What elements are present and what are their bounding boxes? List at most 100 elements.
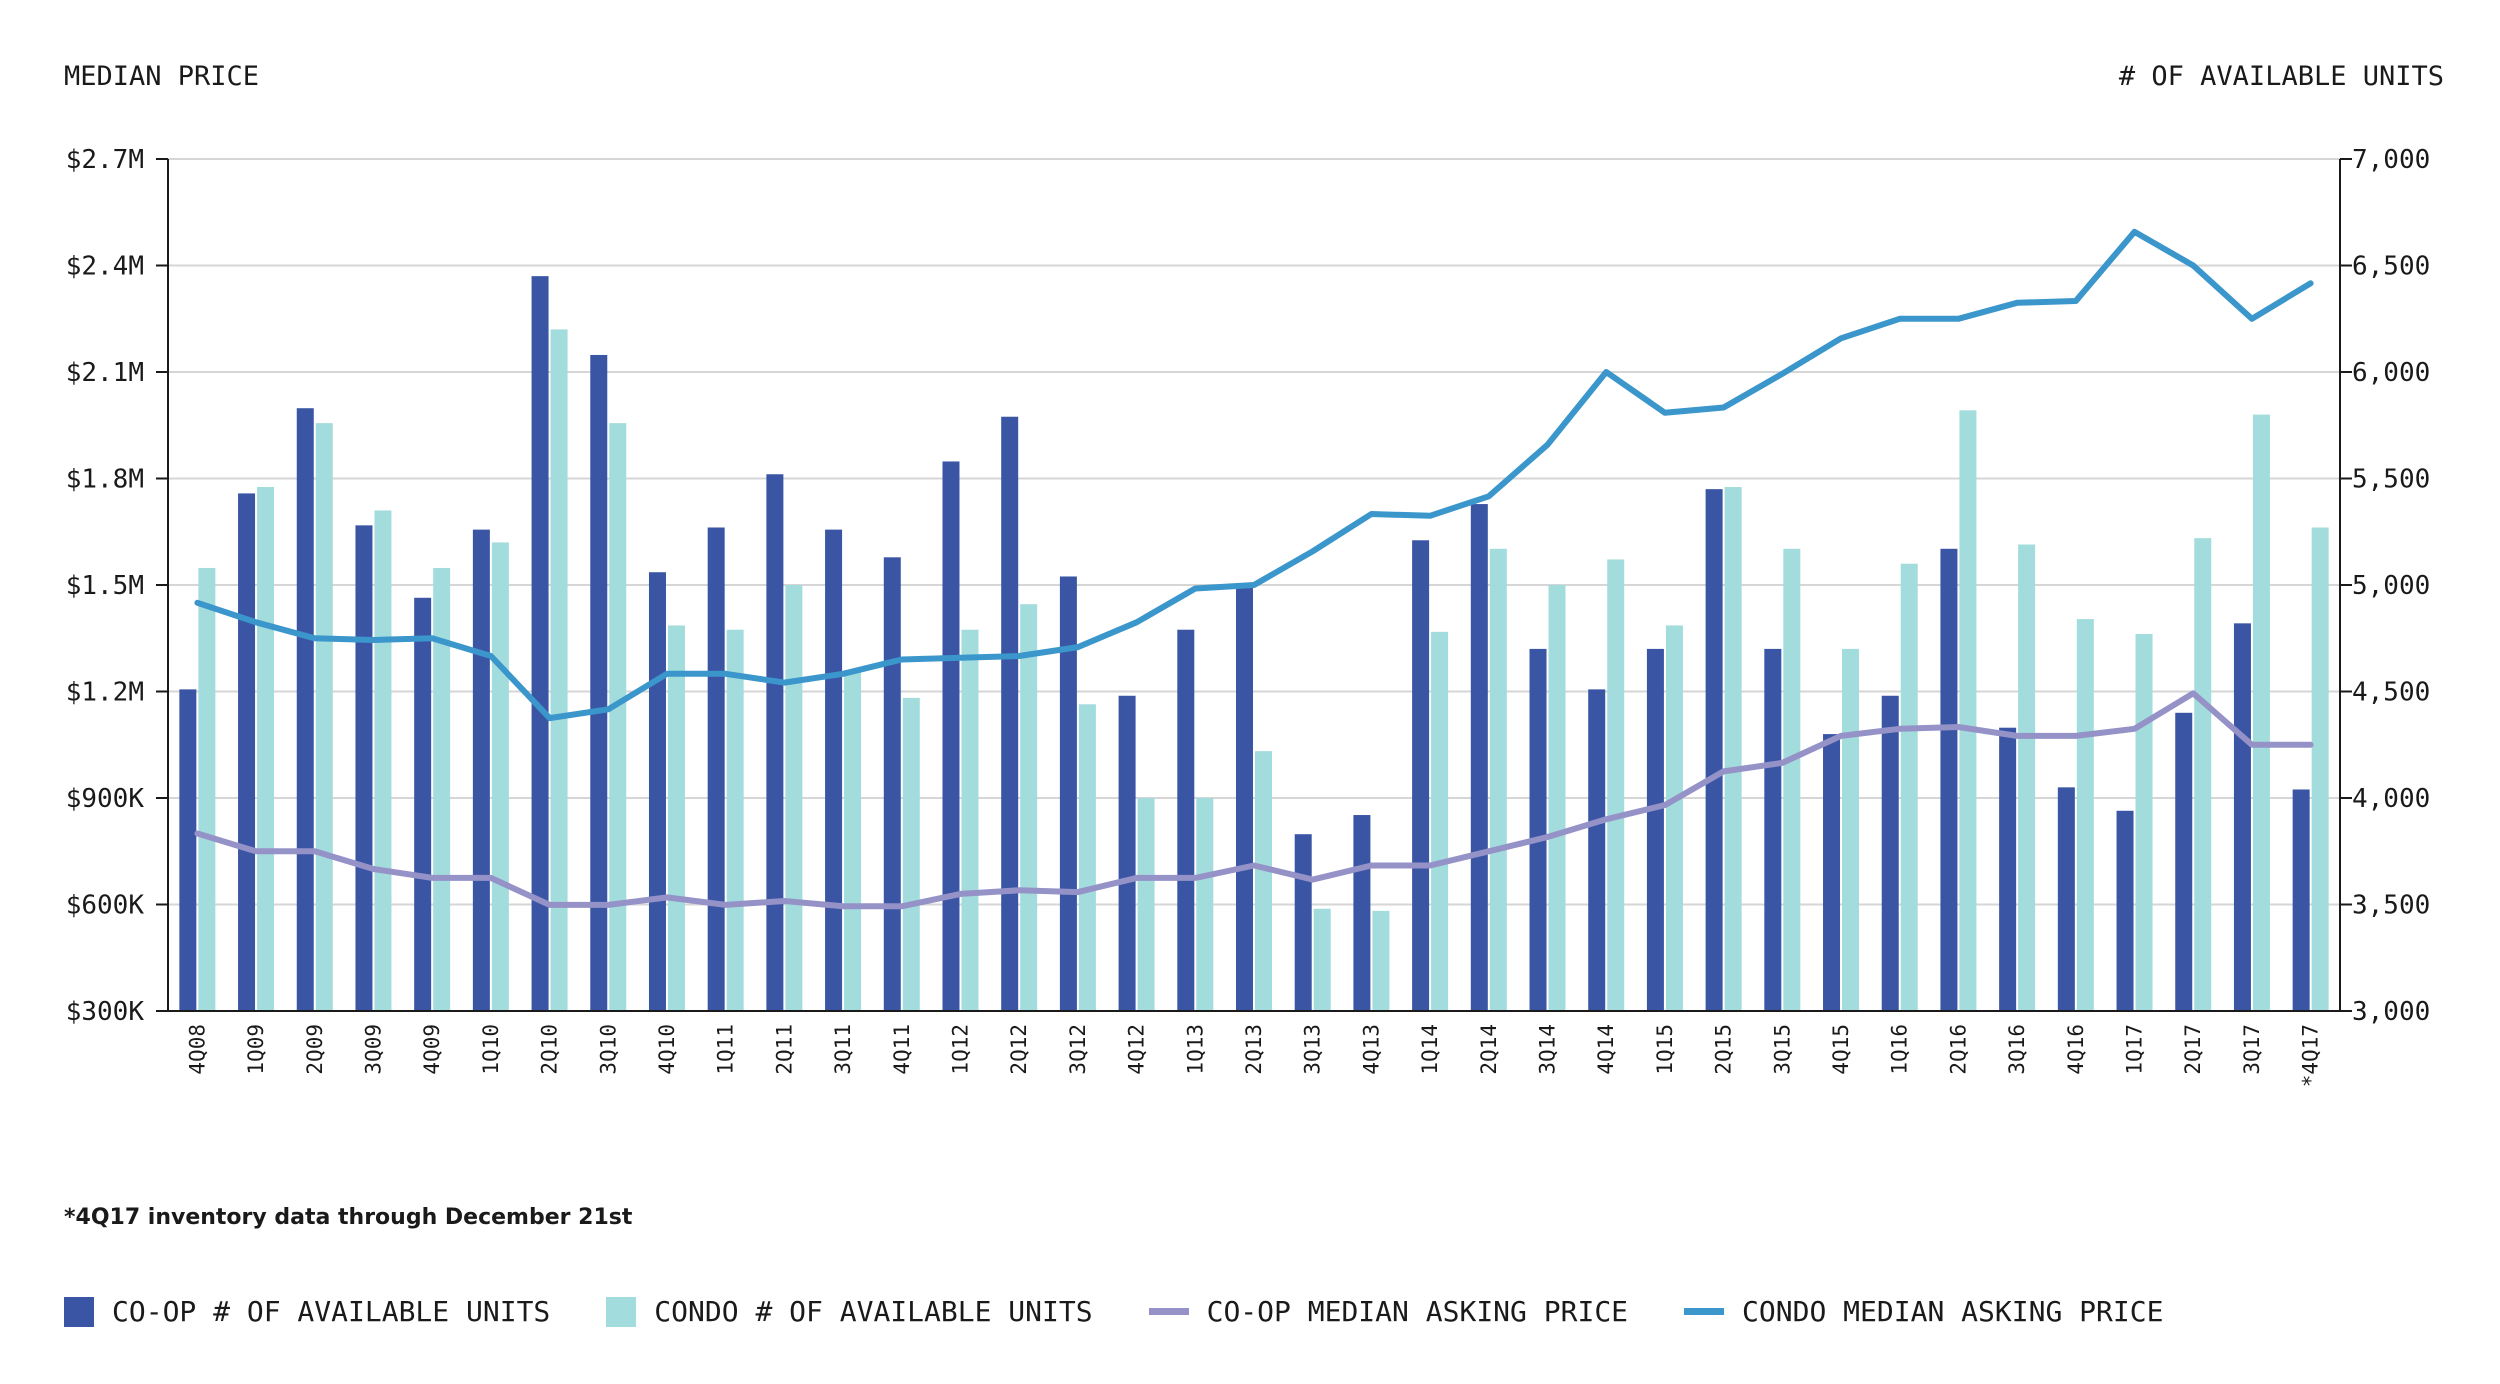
footnote: *4Q17 inventory data through December 21…: [64, 1205, 633, 1230]
coop-price-line: [194, 690, 2314, 910]
condo-units-bar: [2311, 527, 2329, 1011]
x-tick-label: 3Q16: [2005, 1024, 2029, 1075]
condo-units-bar: [491, 542, 509, 1011]
coop-units-bar: [648, 572, 666, 1011]
x-tick-label: 4Q11: [890, 1024, 914, 1075]
left-y-axis: $300K $600K $900K $1.2M $1.5M $1.8M $2.1M $2.4M…: [66, 145, 168, 1027]
right-tick-label: 6,500: [2352, 252, 2430, 282]
coop-units-bar: [179, 689, 197, 1011]
x-tick-label: 3Q09: [361, 1024, 385, 1075]
legend-item-coop-price: CO-OP MEDIAN ASKING PRICE: [1148, 1295, 1628, 1328]
condo-units-bar: [1959, 410, 1977, 1012]
coop-units-bar: [1353, 815, 1371, 1011]
coop-units-bar: [942, 461, 960, 1012]
x-tick-label: 1Q13: [1183, 1024, 1207, 1075]
right-tick-label: 4,500: [2352, 678, 2430, 708]
condo-units-bar: [2018, 544, 2036, 1011]
coop-units-bar: [590, 354, 608, 1012]
x-tick-label: 3Q14: [1536, 1024, 1560, 1075]
coop-units-bar: [766, 474, 784, 1011]
condo-units-bar: [844, 670, 862, 1011]
legend-item-condo-price: CONDO MEDIAN ASKING PRICE: [1684, 1295, 2163, 1328]
condo-units-bar: [2076, 619, 2094, 1011]
x-tick-label: 1Q11: [714, 1024, 738, 1075]
x-axis: 4Q08 1Q09 2Q09 3Q09 4Q09 1Q10 2Q10 3Q10 4Q10 1Q11…: [185, 1024, 2322, 1087]
coop-units-bar: [472, 529, 490, 1011]
legend: CO-OP # OF AVAILABLE UNITS CONDO # OF AV…: [64, 1295, 2219, 1328]
right-tick-label: 3,500: [2352, 891, 2430, 921]
left-tick-label: $1.5M: [66, 571, 144, 601]
coop-units-bar: [1881, 695, 1899, 1011]
coop-units-bar: [1470, 504, 1488, 1011]
condo-units-bar: [785, 585, 803, 1011]
x-tick-label: 2Q11: [772, 1024, 796, 1075]
x-tick-label: 3Q17: [2240, 1024, 2264, 1075]
left-tick-label: $2.4M: [66, 252, 144, 282]
x-tick-label: 3Q15: [1770, 1024, 1794, 1075]
coop-units-bar: [2116, 810, 2134, 1011]
right-axis-title: # OF AVAILABLE UNITS: [2119, 61, 2444, 92]
right-tick-label: 3,000: [2352, 997, 2430, 1027]
x-tick-label: 2Q10: [538, 1024, 562, 1075]
x-tick-label: 3Q13: [1301, 1024, 1325, 1075]
legend-label: CONDO # OF AVAILABLE UNITS: [654, 1295, 1093, 1328]
left-tick-label: $1.8M: [66, 465, 144, 495]
x-tick-label: 4Q14: [1594, 1024, 1618, 1075]
condo-units-bar: [1900, 563, 1918, 1011]
coop-units-bar: [707, 527, 725, 1011]
right-y-axis: 3,000 3,500 4,000 4,500 5,000 5,500 6,000 6,500…: [2340, 145, 2430, 1027]
x-tick-label: 4Q15: [1829, 1024, 1853, 1075]
condo-units-bar: [2135, 633, 2153, 1011]
x-tick-label: 3Q10: [596, 1024, 620, 1075]
grid-lines: [168, 158, 2340, 906]
x-tick-label: 2Q09: [303, 1024, 327, 1075]
coop-units-bar: [1999, 727, 2017, 1011]
x-tick-label: 1Q09: [244, 1024, 268, 1075]
coop-units-bar: [355, 525, 373, 1011]
condo-units-bar: [550, 329, 568, 1011]
x-tick-label: 4Q13: [1359, 1024, 1383, 1075]
right-tick-label: 6,000: [2352, 358, 2430, 388]
lines: [194, 228, 2314, 910]
condo-units-bar: [1313, 908, 1331, 1011]
condo-units-bar: [609, 423, 627, 1011]
x-tick-label: 3Q11: [831, 1024, 855, 1075]
left-tick-label: $900K: [66, 784, 145, 814]
coop-units-bar: [1646, 648, 1664, 1011]
legend-item-condo-units: CONDO # OF AVAILABLE UNITS: [606, 1295, 1093, 1328]
coop-units-bar: [1236, 587, 1253, 1011]
condo-units-bar: [1607, 559, 1625, 1011]
condo-units-bar: [1724, 487, 1742, 1011]
x-tick-label: 3Q12: [1066, 1024, 1090, 1075]
condo-units-bar: [1078, 704, 1096, 1011]
coop-units-bar: [296, 408, 314, 1012]
condo-units-bar: [1020, 604, 1038, 1011]
coop-units-swatch: [64, 1296, 94, 1327]
coop-units-bar: [1823, 734, 1841, 1011]
condo-units-bar: [1548, 585, 1566, 1011]
condo-units-bar: [1783, 548, 1801, 1011]
legend-label: CONDO MEDIAN ASKING PRICE: [1742, 1295, 2164, 1328]
coop-units-bar: [1940, 548, 1958, 1011]
coop-units-bar: [2233, 623, 2251, 1011]
left-tick-label: $1.2M: [66, 678, 144, 708]
coop-units-bar: [1118, 695, 1136, 1011]
coop-units-bar: [238, 493, 256, 1011]
condo-units-bar: [1431, 631, 1449, 1011]
legend-item-coop-units: CO-OP # OF AVAILABLE UNITS: [64, 1295, 550, 1328]
x-tick-label: 2Q12: [1007, 1024, 1031, 1075]
coop-units-bar: [414, 597, 432, 1011]
coop-units-bar: [1588, 689, 1606, 1011]
right-tick-label: 4,000: [2352, 784, 2430, 814]
left-tick-label: $2.7M: [66, 145, 144, 175]
condo-units-bar: [667, 625, 685, 1011]
left-tick-label: $300K: [66, 997, 145, 1027]
bars: [179, 276, 2329, 1012]
x-tick-label: 2Q17: [2181, 1024, 2205, 1075]
coop-price-swatch: [1148, 1308, 1189, 1315]
x-tick-label: 1Q14: [1418, 1024, 1442, 1075]
coop-units-bar: [2292, 789, 2310, 1011]
coop-units-bar: [2175, 712, 2193, 1011]
coop-units-bar: [1764, 648, 1782, 1011]
